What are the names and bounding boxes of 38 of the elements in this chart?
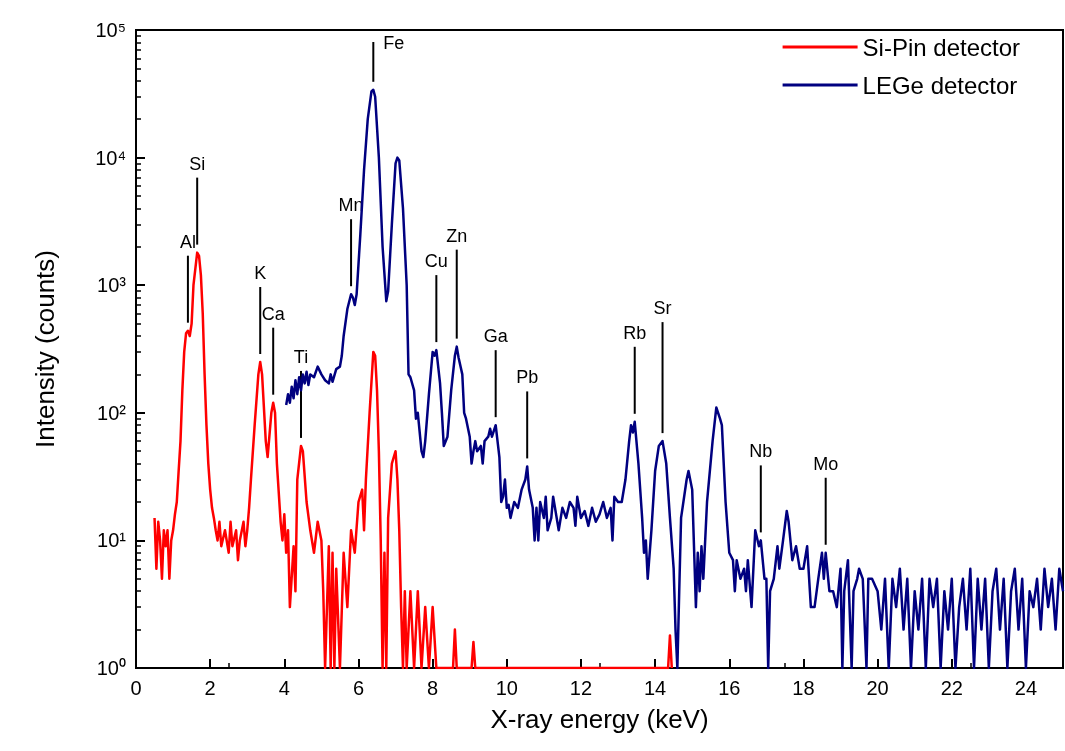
annotation: Ca: [261, 303, 286, 324]
y-tick-label: 10⁰: [96, 657, 126, 679]
legend-label: LEGe detector: [862, 71, 1018, 99]
x-tick-label: 12: [569, 677, 593, 699]
x-tick-label: 22: [940, 677, 963, 699]
x-tick-label: 8: [427, 677, 439, 699]
annotation: Cu: [424, 251, 448, 272]
annotation: Fe: [383, 33, 405, 53]
x-tick-label: 20: [866, 677, 889, 699]
annotation: Pb: [516, 367, 539, 388]
annotation: K: [254, 263, 267, 284]
annotation: Mo: [813, 453, 839, 474]
legend-label: Si-Pin detector: [862, 33, 1021, 61]
x-tick-label: 10: [495, 677, 518, 699]
y-tick-label: 10⁵: [95, 19, 126, 41]
x-tick-label: 4: [278, 677, 290, 699]
annotation: Zn: [446, 225, 468, 246]
x-tick-label: 18: [792, 677, 815, 699]
y-axis-title: Intensity (counts): [30, 250, 60, 448]
x-tick-label: 16: [718, 677, 741, 699]
y-tick-label: 10⁴: [95, 146, 126, 169]
x-tick-label: 2: [204, 677, 216, 699]
annotation: Nb: [749, 441, 773, 462]
x-axis-title: X-ray energy (keV): [490, 704, 709, 734]
x-tick-label: 6: [352, 677, 365, 699]
annotation: Ga: [483, 326, 509, 347]
x-tick-label: 24: [1014, 677, 1038, 699]
annotation: Al: [179, 231, 196, 252]
annotation: Si: [189, 153, 206, 174]
annotation: Rb: [623, 322, 647, 343]
y-tick-label: 10¹: [97, 529, 127, 552]
y-tick-label: 10²: [97, 401, 127, 424]
annotation: Sr: [653, 298, 672, 319]
line-series: [153, 251, 674, 670]
annotation: Ti: [293, 346, 309, 367]
x-tick-label: 0: [130, 677, 142, 699]
x-tick-label: 14: [643, 677, 667, 699]
y-tick-label: 10³: [97, 274, 127, 297]
